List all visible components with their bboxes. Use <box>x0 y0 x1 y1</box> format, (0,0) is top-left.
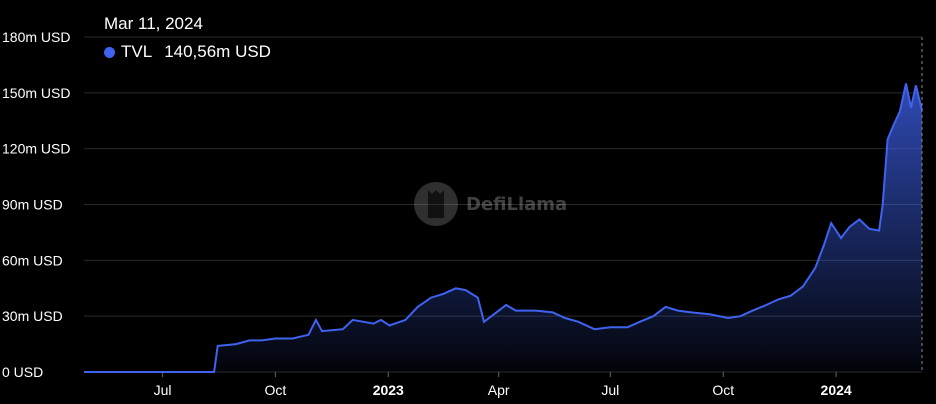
x-tick-label: Jul <box>601 382 619 398</box>
y-tick-label: 0 USD <box>2 364 43 380</box>
y-tick-label: 150m USD <box>2 85 70 101</box>
y-tick-label: 60m USD <box>2 252 63 268</box>
series-dot-icon <box>104 46 115 58</box>
y-tick-label: 180m USD <box>2 29 70 45</box>
series-name: TVL <box>121 42 153 61</box>
x-axis-ticks: Jul Oct 2023 Apr Jul Oct 2024 <box>154 372 852 398</box>
tvl-area <box>84 83 922 372</box>
x-tick-label: 2024 <box>821 382 852 398</box>
x-tick-label: Oct <box>265 382 287 398</box>
llama-logo-icon <box>414 182 458 226</box>
x-tick-label: 2023 <box>373 382 404 398</box>
defillama-watermark: DefiLlama <box>414 180 567 228</box>
y-axis-ticks: 0 USD 30m USD 60m USD 90m USD 120m USD 150m U… <box>2 29 70 380</box>
tooltip-date: Mar 11, 2024 <box>104 14 203 33</box>
grid-lines <box>84 36 922 373</box>
x-tick-label: Jul <box>154 382 172 398</box>
y-tick-label: 120m USD <box>2 141 70 157</box>
tvl-line <box>84 83 923 373</box>
x-tick-label: Apr <box>488 382 510 398</box>
series-value: 140,56m USD <box>164 42 271 61</box>
x-tick-label: Oct <box>712 382 734 398</box>
tooltip-value-row: TVL 140,56m USD <box>104 42 271 62</box>
watermark-text: DefiLlama <box>466 193 568 215</box>
y-tick-label: 30m USD <box>2 308 63 324</box>
y-tick-label: 90m USD <box>2 197 63 213</box>
